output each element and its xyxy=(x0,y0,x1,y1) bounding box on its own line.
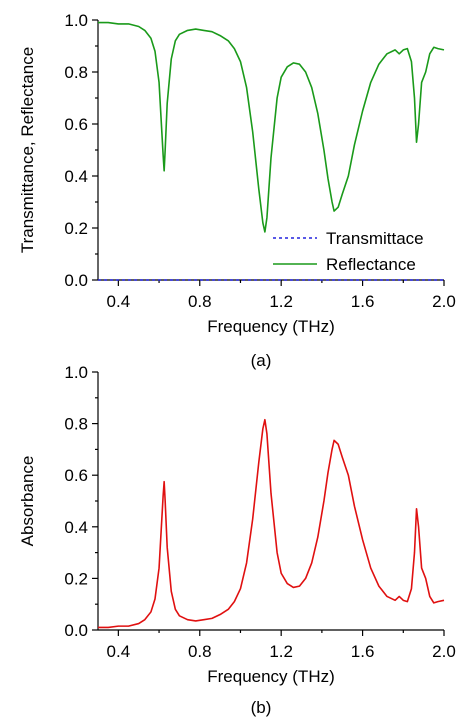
x-tick-label-a: 0.4 xyxy=(107,292,131,311)
x-tick-label-a: 0.8 xyxy=(188,292,212,311)
x-tick-label-b: 2.0 xyxy=(432,642,456,661)
legend-label-reflectance: Reflectance xyxy=(326,255,416,274)
x-tick-label-a: 1.6 xyxy=(351,292,375,311)
panel-label-b: (b) xyxy=(251,698,272,717)
x-axis-label-a: Frequency (THz) xyxy=(207,317,335,336)
x-tick-label-b: 0.4 xyxy=(107,642,131,661)
y-tick-label-b: 0.4 xyxy=(64,518,88,537)
x-tick-label-b: 1.2 xyxy=(269,642,293,661)
y-tick-label-b: 0.2 xyxy=(64,569,88,588)
y-tick-label-a: 0.8 xyxy=(64,63,88,82)
series-line-b xyxy=(98,418,445,629)
y-tick-label-b: 0.8 xyxy=(64,415,88,434)
x-tick-label-a: 2.0 xyxy=(432,292,456,311)
x-tick-label-a: 1.2 xyxy=(269,292,293,311)
x-tick-label-b: 1.6 xyxy=(351,642,375,661)
x-tick-label-b: 0.8 xyxy=(188,642,212,661)
y-tick-label-a: 0.4 xyxy=(64,167,88,186)
series-line-reflectance xyxy=(98,21,445,233)
y-tick-label-a: 1.0 xyxy=(64,11,88,30)
legend-label-transmittace: Transmittace xyxy=(326,229,424,248)
y-tick-label-b: 0.0 xyxy=(64,621,88,640)
panel-label-a: (a) xyxy=(251,351,272,370)
x-axis-label-b: Frequency (THz) xyxy=(207,667,335,686)
y-tick-label-a: 0.0 xyxy=(64,271,88,290)
y-tick-label-b: 1.0 xyxy=(64,363,88,382)
y-tick-label-b: 0.6 xyxy=(64,466,88,485)
y-axis-label-a: Transmittance, Reflectance xyxy=(18,47,37,253)
y-tick-label-a: 0.6 xyxy=(64,115,88,134)
y-tick-label-a: 0.2 xyxy=(64,219,88,238)
y-axis-label-b: Absorbance xyxy=(18,456,37,547)
